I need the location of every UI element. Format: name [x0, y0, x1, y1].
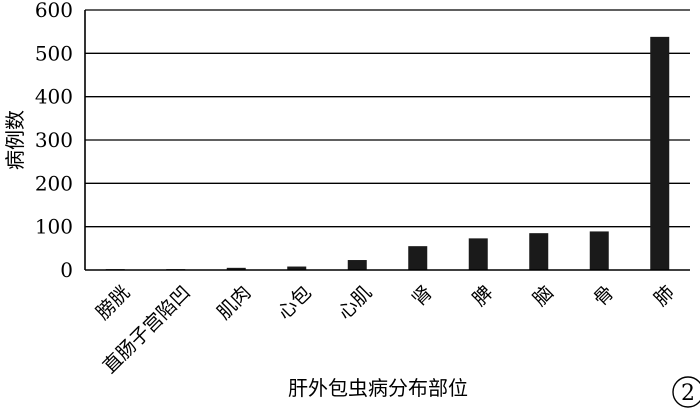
axes — [84, 10, 690, 271]
y-tick-label: 200 — [35, 171, 73, 195]
x-category-label: 膀胱 — [92, 282, 134, 324]
y-tick-label: 300 — [35, 128, 73, 152]
bar — [287, 266, 307, 270]
y-tick-label: 400 — [35, 85, 73, 109]
bar — [468, 238, 488, 270]
y-tick-label: 100 — [35, 215, 73, 239]
y-tick-labels: 0 100 200 300 400 500 600 — [35, 0, 73, 282]
x-category-label: 脾 — [468, 282, 497, 311]
y-tick-label: 0 — [60, 258, 73, 282]
x-category-label: 肾 — [408, 282, 437, 311]
bar — [347, 260, 367, 270]
bar — [408, 246, 428, 270]
x-category-label: 心包 — [273, 282, 315, 324]
bars — [105, 36, 670, 270]
panel-label: 2 — [681, 381, 695, 406]
x-category-labels: 膀胱直肠子宫陷凹 肌肉 心包 心肌肾脾脑骨肺 — [92, 282, 679, 378]
x-category-label: 肺 — [650, 282, 679, 311]
x-category-label: 骨 — [589, 282, 618, 311]
bar — [529, 233, 549, 270]
y-tick-label: 500 — [35, 41, 73, 65]
y-tick-label: 600 — [35, 0, 73, 22]
gridlines — [85, 9, 690, 228]
bar — [226, 267, 246, 270]
y-axis-title: 病例数 — [3, 110, 27, 170]
x-axis-title: 肝外包虫病分布部位 — [288, 376, 468, 400]
x-category-label: 脑 — [529, 282, 558, 311]
bar — [650, 36, 670, 270]
panel-label-badge: 2 — [672, 376, 700, 408]
x-category-label: 心肌 — [334, 282, 376, 324]
x-category-label: 肌肉 — [213, 282, 255, 324]
bar — [589, 231, 609, 270]
